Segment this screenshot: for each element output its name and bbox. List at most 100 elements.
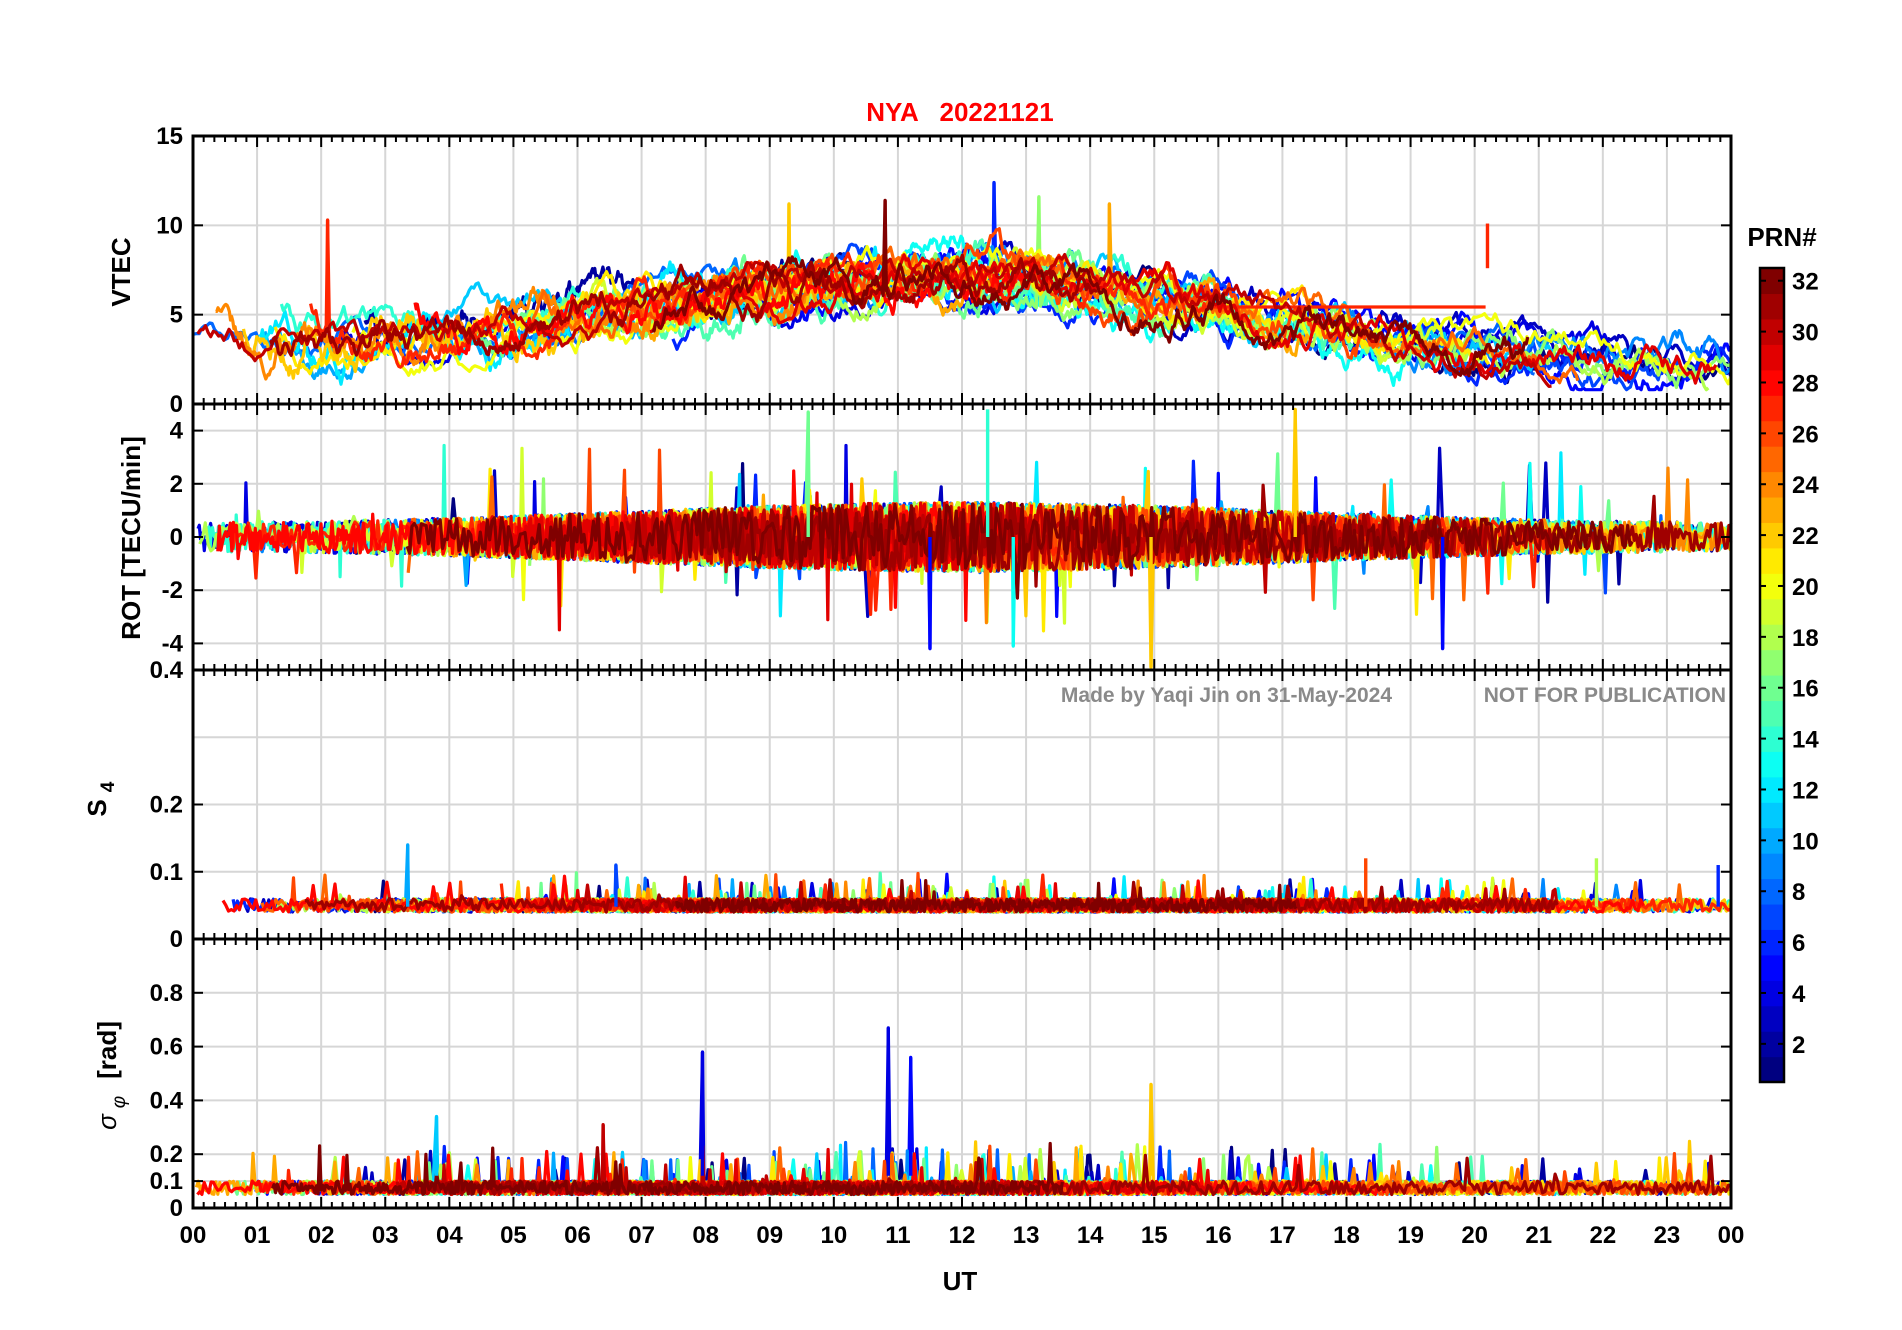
colorbar-segment <box>1760 649 1784 676</box>
x-tick-label: 00 <box>1718 1222 1745 1249</box>
colorbar-segment <box>1760 903 1784 930</box>
colorbar-segment <box>1760 1056 1784 1083</box>
x-tick-label: 13 <box>1013 1222 1040 1249</box>
series-group-sigma_phi <box>194 1026 1733 1197</box>
x-tick-label: 04 <box>436 1222 463 1249</box>
colorbar-frame <box>1758 266 1786 1084</box>
colorbar-segment <box>1760 547 1784 574</box>
colorbar-tick-label: 24 <box>1792 472 1819 499</box>
panel-rot: -4 -2 0 2 4 <box>162 402 1733 672</box>
colorbar-tick-label: 12 <box>1792 777 1819 804</box>
series-prn-32 <box>651 198 1530 378</box>
x-axis-label: UT <box>943 1266 978 1296</box>
series-prn-32 <box>675 879 1298 914</box>
y-tick-label-rot: -2 <box>162 577 183 604</box>
x-tick-label: 00 <box>180 1222 207 1249</box>
y-tick-label-rot: 2 <box>170 471 183 498</box>
ylabel-s4: S 4 <box>82 781 119 816</box>
colorbar-tick-label: 26 <box>1792 421 1819 448</box>
colorbar-segment <box>1760 395 1784 422</box>
series-prn-4 <box>332 271 1631 384</box>
colorbar-tick-label: 30 <box>1792 320 1819 347</box>
ylabel-rot: ROT [TECU/min] <box>116 436 146 640</box>
y-tick-label-s4: 0.1 <box>150 859 183 886</box>
series-prn-29 <box>649 253 1718 385</box>
x-tick-label: 11 <box>885 1222 910 1249</box>
y-tick-label-vtec: 5 <box>170 302 183 329</box>
x-tick-label: 03 <box>372 1222 399 1249</box>
y-tick-label-s4: 0 <box>170 926 183 953</box>
series-group-rot <box>196 407 1733 669</box>
colorbar-tick-label: 32 <box>1792 269 1819 296</box>
x-tick-label: 17 <box>1269 1222 1296 1249</box>
colorbar-tick-label: 22 <box>1792 523 1819 550</box>
ylabel-vtec: VTEC <box>106 237 136 307</box>
x-tick-label: 15 <box>1141 1222 1168 1249</box>
watermark-author: Made by Yaqi Jin on 31-May-2024 <box>1061 684 1392 707</box>
panel-s4: 0 0.1 0.2 0.4 <box>150 657 1733 953</box>
y-tick-label-sigma_phi: 0.4 <box>150 1087 184 1114</box>
colorbar-tick-label: 8 <box>1792 879 1805 906</box>
colorbar-tick-label: 28 <box>1792 370 1819 397</box>
colorbar-segment <box>1760 853 1784 880</box>
x-tick-label: 12 <box>949 1222 976 1249</box>
x-tick-label: 14 <box>1077 1222 1104 1249</box>
ylabel-sigma-unit: [rad] <box>92 1021 122 1079</box>
y-tick-label-rot: 4 <box>170 418 184 445</box>
colorbar-label: PRN# <box>1747 222 1817 252</box>
x-tick-label: 08 <box>692 1222 719 1249</box>
x-tick-label: 18 <box>1333 1222 1360 1249</box>
y-tick-label-rot: -4 <box>162 630 184 657</box>
x-tick-label: 19 <box>1397 1222 1424 1249</box>
x-tick-label: 20 <box>1461 1222 1488 1249</box>
x-tick-label: 09 <box>756 1222 783 1249</box>
ylabel-sigma-main: σ <box>92 1113 122 1130</box>
y-tick-label-vtec: 15 <box>156 123 183 150</box>
panel-vtec: 0 5 10 15 <box>156 123 1733 418</box>
y-tick-label-vtec: 0 <box>170 391 183 418</box>
y-tick-label-rot: 0 <box>170 524 183 551</box>
colorbar-tick-label: 18 <box>1792 625 1819 652</box>
colorbar-tick-label: 2 <box>1792 1032 1805 1059</box>
colorbar-tick-label: 4 <box>1792 981 1806 1008</box>
x-tick-label: 22 <box>1589 1222 1616 1249</box>
ylabel-sigma-phi: σ φ [rad] <box>92 1021 130 1130</box>
ylabel-s4-sub: 4 <box>98 781 119 792</box>
series-prn-31 <box>304 878 1559 914</box>
series-prn-31 <box>269 253 1098 357</box>
x-tick-label: 10 <box>820 1222 847 1249</box>
colorbar-segment <box>1760 1005 1784 1032</box>
watermark-notice: NOT FOR PUBLICATION <box>1484 684 1726 707</box>
x-tick-label: 06 <box>564 1222 591 1249</box>
colorbar-segment <box>1760 446 1784 473</box>
colorbar-tick-label: 6 <box>1792 930 1805 957</box>
x-tick-label: 16 <box>1205 1222 1232 1249</box>
colorbar-segment <box>1760 496 1784 523</box>
colorbar-tick-label: 10 <box>1792 828 1819 855</box>
y-axis-labels: VTEC ROT [TECU/min] S 4 σ φ [rad] <box>82 237 146 1130</box>
series-group-s4 <box>221 843 1733 914</box>
y-tick-label-sigma_phi: 0.8 <box>150 980 183 1007</box>
y-tick-label-s4: 0.2 <box>150 792 183 819</box>
y-tick-label-sigma_phi: 0 <box>170 1195 183 1222</box>
x-tick-label: 21 <box>1525 1222 1552 1249</box>
x-tick-label: 07 <box>628 1222 655 1249</box>
colorbar-segment <box>1760 344 1784 371</box>
y-tick-label-sigma_phi: 0.2 <box>150 1141 183 1168</box>
y-tick-label-s4: 0.4 <box>150 657 184 684</box>
figure-title: NYA 20221121 <box>866 97 1053 127</box>
x-tick-label: 23 <box>1654 1222 1681 1249</box>
series-prn-32 <box>271 1141 1064 1197</box>
y-tick-label-sigma_phi: 0.1 <box>150 1168 183 1195</box>
x-tick-label: 05 <box>500 1222 527 1249</box>
y-tick-label-vtec: 10 <box>156 212 183 239</box>
x-tick-label: 01 <box>244 1222 271 1249</box>
series-prn-32 <box>405 502 1634 600</box>
colorbar-segment <box>1760 700 1784 727</box>
series-prn-31 <box>423 1146 1732 1197</box>
colorbar-segment <box>1760 954 1784 981</box>
panel-sigma_phi: 00.10.2 0.4 0.6 0.8 <box>150 937 1733 1222</box>
colorbar-tick-label: 16 <box>1792 676 1819 703</box>
